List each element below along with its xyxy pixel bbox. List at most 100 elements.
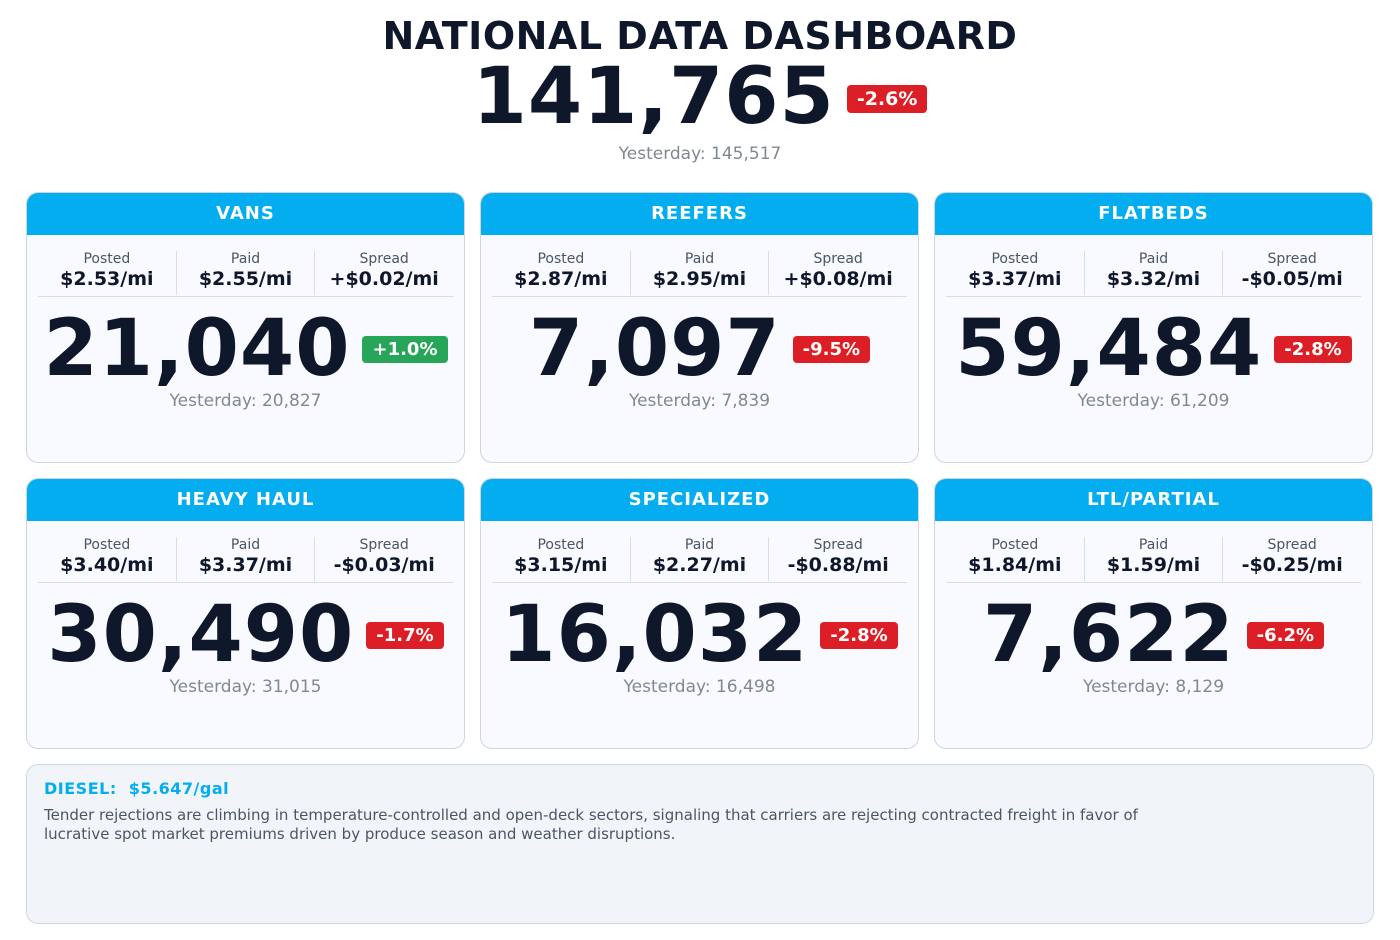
spread-value: +$0.08/mi	[783, 268, 893, 290]
card-specialized: SPECIALIZED Posted $3.15/mi Paid $2.27/m…	[480, 478, 919, 749]
paid-value: $3.37/mi	[198, 554, 293, 576]
total-loads-value: 141,765	[472, 52, 835, 142]
spread-metric: Spread -$0.25/mi	[1223, 537, 1361, 581]
rate-metrics: Posted $1.84/mi Paid $1.59/mi Spread -$0…	[946, 537, 1361, 583]
posted-label: Posted	[537, 537, 585, 553]
paid-metric: Paid $3.37/mi	[177, 537, 316, 581]
card-ltl-partial: LTL/PARTIAL Posted $1.84/mi Paid $1.59/m…	[934, 478, 1373, 749]
posted-label: Posted	[83, 537, 131, 553]
card-flatbeds: FLATBEDS Posted $3.37/mi Paid $3.32/mi S…	[934, 192, 1373, 463]
yesterday-count: Yesterday: 31,015	[169, 677, 322, 697]
posted-value: $3.15/mi	[514, 554, 608, 576]
posted-metric: Posted $3.40/mi	[38, 537, 177, 581]
paid-value: $3.32/mi	[1106, 268, 1201, 290]
paid-value: $2.55/mi	[198, 268, 293, 290]
change-badge: -2.8%	[820, 621, 898, 649]
card-title: REEFERS	[481, 193, 918, 235]
count-row: 7,097 -9.5%	[481, 309, 918, 389]
paid-metric: Paid $3.32/mi	[1085, 251, 1224, 295]
spread-value: -$0.88/mi	[787, 554, 889, 576]
paid-metric: Paid $2.27/mi	[631, 537, 770, 581]
diesel-label: DIESEL:	[44, 779, 117, 798]
page-title: NATIONAL DATA DASHBOARD	[382, 14, 1018, 58]
rate-metrics: Posted $3.15/mi Paid $2.27/mi Spread -$0…	[492, 537, 907, 583]
change-badge: -2.8%	[1274, 335, 1352, 363]
load-count: 7,097	[528, 304, 781, 394]
posted-value: $2.53/mi	[60, 268, 154, 290]
spread-metric: Spread -$0.05/mi	[1223, 251, 1361, 295]
spread-value: -$0.03/mi	[333, 554, 435, 576]
yesterday-count: Yesterday: 16,498	[623, 677, 776, 697]
paid-label: Paid	[230, 537, 261, 553]
yesterday-count: Yesterday: 61,209	[1077, 391, 1230, 411]
paid-label: Paid	[1138, 251, 1169, 267]
market-note-panel: DIESEL: $5.647/gal Tender rejections are…	[26, 764, 1374, 924]
spread-metric: Spread +$0.08/mi	[769, 251, 907, 295]
card-title: LTL/PARTIAL	[935, 479, 1372, 521]
spread-label: Spread	[359, 537, 409, 553]
spread-label: Spread	[1267, 537, 1317, 553]
posted-label: Posted	[991, 251, 1039, 267]
diesel-value: $5.647/gal	[128, 779, 230, 798]
count-row: 16,032 -2.8%	[481, 595, 918, 675]
posted-value: $3.40/mi	[60, 554, 154, 576]
load-count: 16,032	[501, 590, 809, 680]
card-title: VANS	[27, 193, 464, 235]
yesterday-count: Yesterday: 8,129	[1082, 677, 1225, 697]
count-row: 7,622 -6.2%	[935, 595, 1372, 675]
change-badge: +1.0%	[362, 335, 448, 363]
load-count: 30,490	[47, 590, 355, 680]
card-title: FLATBEDS	[935, 193, 1372, 235]
spread-label: Spread	[813, 537, 863, 553]
total-yesterday: Yesterday: 145,517	[618, 144, 782, 164]
paid-label: Paid	[684, 251, 715, 267]
posted-metric: Posted $2.87/mi	[492, 251, 631, 295]
paid-metric: Paid $1.59/mi	[1085, 537, 1224, 581]
card-heavy-haul: HEAVY HAUL Posted $3.40/mi Paid $3.37/mi…	[26, 478, 465, 749]
spread-label: Spread	[813, 251, 863, 267]
spread-metric: Spread -$0.03/mi	[315, 537, 453, 581]
paid-metric: Paid $2.95/mi	[631, 251, 770, 295]
posted-metric: Posted $1.84/mi	[946, 537, 1085, 581]
paid-value: $2.27/mi	[652, 554, 747, 576]
load-count: 7,622	[982, 590, 1235, 680]
change-badge: -6.2%	[1246, 621, 1325, 649]
total-change-badge: -2.6%	[846, 85, 928, 113]
posted-label: Posted	[991, 537, 1039, 553]
card-reefers: REEFERS Posted $2.87/mi Paid $2.95/mi Sp…	[480, 192, 919, 463]
spread-value: -$0.25/mi	[1241, 554, 1343, 576]
paid-metric: Paid $2.55/mi	[177, 251, 316, 295]
change-badge: -9.5%	[792, 335, 871, 363]
diesel-price: DIESEL: $5.647/gal	[44, 779, 1356, 798]
posted-metric: Posted $3.15/mi	[492, 537, 631, 581]
paid-label: Paid	[684, 537, 715, 553]
posted-label: Posted	[83, 251, 131, 267]
change-badge: -1.7%	[366, 621, 444, 649]
market-commentary: Tender rejections are climbing in temper…	[44, 806, 1138, 843]
yesterday-count: Yesterday: 20,827	[169, 391, 322, 411]
spread-metric: Spread +$0.02/mi	[315, 251, 453, 295]
spread-label: Spread	[1267, 251, 1317, 267]
spread-label: Spread	[359, 251, 409, 267]
paid-value: $2.95/mi	[652, 268, 747, 290]
rate-metrics: Posted $2.53/mi Paid $2.55/mi Spread +$0…	[38, 251, 453, 297]
card-title: HEAVY HAUL	[27, 479, 464, 521]
spread-value: +$0.02/mi	[329, 268, 439, 290]
paid-value: $1.59/mi	[1106, 554, 1201, 576]
spread-metric: Spread -$0.88/mi	[769, 537, 907, 581]
count-row: 59,484 -2.8%	[935, 309, 1372, 389]
load-count: 59,484	[955, 304, 1263, 394]
posted-metric: Posted $2.53/mi	[38, 251, 177, 295]
rate-metrics: Posted $2.87/mi Paid $2.95/mi Spread +$0…	[492, 251, 907, 297]
load-count: 21,040	[43, 304, 351, 394]
yesterday-count: Yesterday: 7,839	[628, 391, 771, 411]
dashboard-header: NATIONAL DATA DASHBOARD 141,765 -2.6% Ye…	[0, 14, 1400, 164]
rate-metrics: Posted $3.37/mi Paid $3.32/mi Spread -$0…	[946, 251, 1361, 297]
posted-value: $3.37/mi	[968, 268, 1062, 290]
posted-label: Posted	[537, 251, 585, 267]
total-row: 141,765 -2.6%	[0, 56, 1400, 138]
card-vans: VANS Posted $2.53/mi Paid $2.55/mi Sprea…	[26, 192, 465, 463]
rate-metrics: Posted $3.40/mi Paid $3.37/mi Spread -$0…	[38, 537, 453, 583]
paid-label: Paid	[1138, 537, 1169, 553]
posted-value: $2.87/mi	[514, 268, 608, 290]
